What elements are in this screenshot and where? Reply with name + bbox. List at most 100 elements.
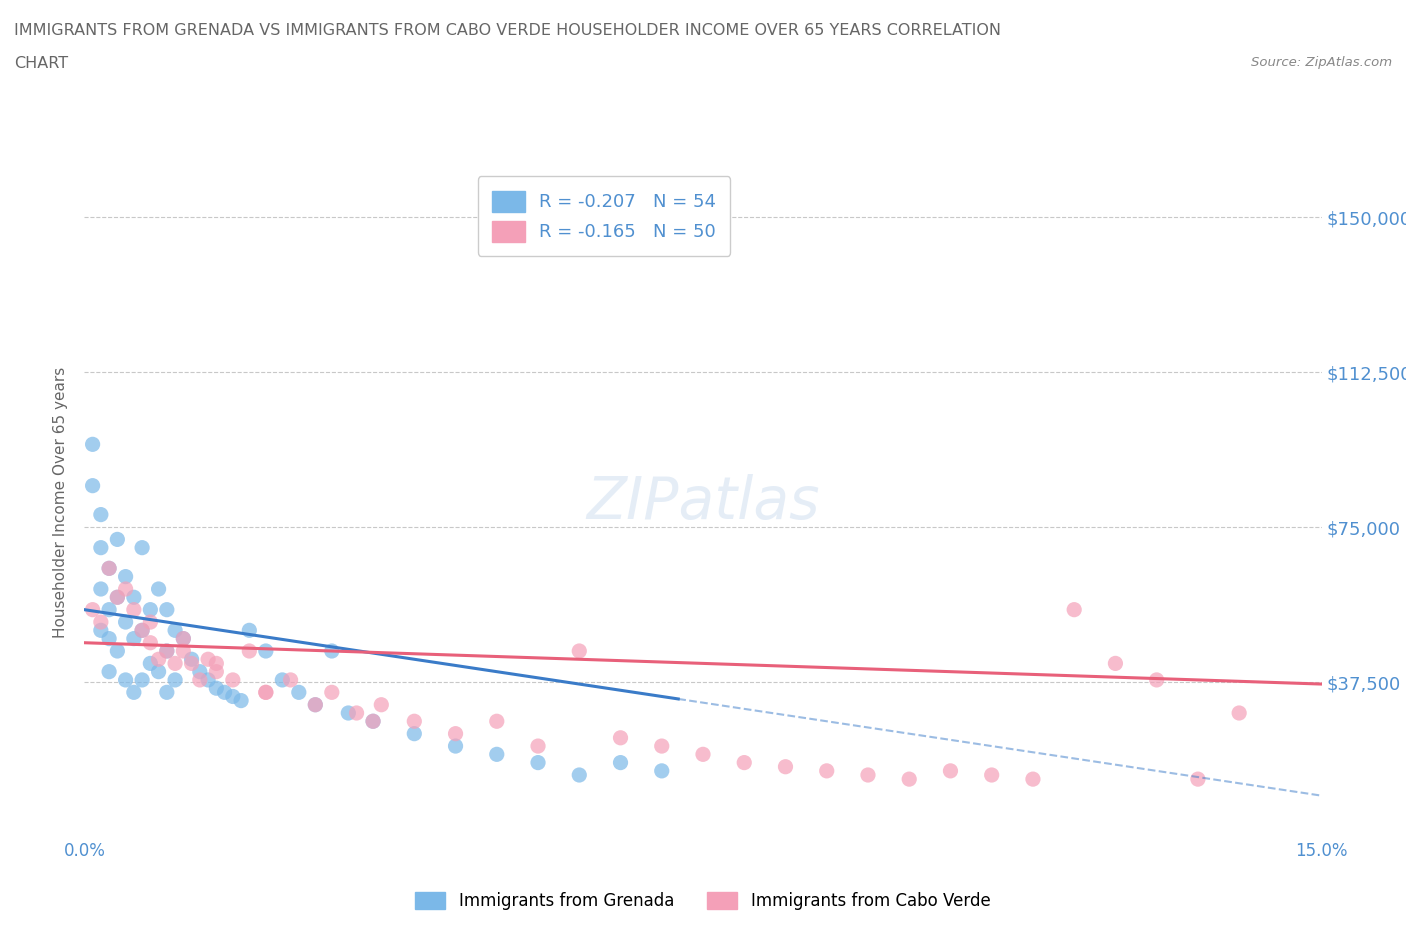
Point	[90, 623, 112, 638]
Point	[90, 581, 112, 596]
Point	[568, 767, 591, 782]
Point	[172, 631, 194, 646]
Point	[346, 706, 368, 721]
Point	[404, 714, 426, 729]
Point	[444, 738, 467, 753]
Point	[651, 738, 673, 753]
Point	[939, 764, 962, 778]
Point	[105, 644, 128, 658]
Point	[122, 684, 145, 699]
Point	[609, 730, 631, 745]
Point	[122, 590, 145, 604]
Point	[254, 684, 277, 699]
Point	[304, 698, 326, 712]
Point	[90, 615, 112, 630]
Point	[229, 693, 252, 708]
Point	[156, 644, 179, 658]
Point	[139, 603, 162, 618]
Point	[165, 656, 187, 671]
Point	[1022, 772, 1045, 787]
Point	[98, 603, 121, 618]
Point	[156, 603, 179, 618]
Point	[214, 684, 236, 699]
Point	[82, 478, 104, 493]
Point	[568, 644, 591, 658]
Point	[156, 644, 179, 658]
Point	[222, 672, 245, 687]
Point	[131, 540, 153, 555]
Point	[321, 644, 343, 658]
Point	[98, 561, 121, 576]
Point	[304, 698, 326, 712]
Point	[188, 672, 211, 687]
Point	[90, 540, 112, 555]
Point	[148, 581, 170, 596]
Point	[1227, 706, 1250, 721]
Point	[82, 437, 104, 452]
Point	[222, 689, 245, 704]
Point	[188, 664, 211, 679]
Point	[105, 590, 128, 604]
Point	[404, 726, 426, 741]
Point	[361, 714, 384, 729]
Point	[1063, 603, 1085, 618]
Legend: Immigrants from Grenada, Immigrants from Cabo Verde: Immigrants from Grenada, Immigrants from…	[409, 885, 997, 917]
Point	[139, 635, 162, 650]
Text: IMMIGRANTS FROM GRENADA VS IMMIGRANTS FROM CABO VERDE HOUSEHOLDER INCOME OVER 65: IMMIGRANTS FROM GRENADA VS IMMIGRANTS FR…	[14, 23, 1001, 38]
Point	[238, 644, 260, 658]
Point	[205, 681, 228, 696]
Point	[131, 623, 153, 638]
Point	[775, 759, 797, 774]
Point	[114, 672, 136, 687]
Point	[370, 698, 392, 712]
Point	[733, 755, 755, 770]
Point	[180, 652, 202, 667]
Text: Source: ZipAtlas.com: Source: ZipAtlas.com	[1251, 56, 1392, 69]
Point	[815, 764, 838, 778]
Point	[148, 652, 170, 667]
Text: CHART: CHART	[14, 56, 67, 71]
Point	[139, 615, 162, 630]
Point	[165, 623, 187, 638]
Point	[197, 652, 219, 667]
Point	[254, 644, 277, 658]
Point	[156, 684, 179, 699]
Point	[205, 664, 228, 679]
Point	[1104, 656, 1126, 671]
Point	[856, 767, 879, 782]
Point	[105, 590, 128, 604]
Point	[197, 672, 219, 687]
Point	[105, 532, 128, 547]
Point	[527, 738, 550, 753]
Text: ZIPatlas: ZIPatlas	[586, 473, 820, 531]
Point	[90, 507, 112, 522]
Point	[485, 714, 508, 729]
Point	[1187, 772, 1209, 787]
Point	[98, 631, 121, 646]
Point	[131, 672, 153, 687]
Point	[82, 603, 104, 618]
Point	[165, 672, 187, 687]
Point	[692, 747, 714, 762]
Point	[172, 631, 194, 646]
Point	[337, 706, 360, 721]
Point	[280, 672, 302, 687]
Point	[527, 755, 550, 770]
Point	[361, 714, 384, 729]
Point	[114, 615, 136, 630]
Point	[1146, 672, 1168, 687]
Point	[122, 603, 145, 618]
Point	[898, 772, 921, 787]
Point	[321, 684, 343, 699]
Point	[122, 631, 145, 646]
Point	[254, 684, 277, 699]
Point	[980, 767, 1002, 782]
Point	[205, 656, 228, 671]
Point	[98, 561, 121, 576]
Point	[180, 656, 202, 671]
Point	[114, 569, 136, 584]
Y-axis label: Householder Income Over 65 years: Householder Income Over 65 years	[53, 366, 69, 638]
Point	[98, 664, 121, 679]
Legend: R = -0.207   N = 54, R = -0.165   N = 50: R = -0.207 N = 54, R = -0.165 N = 50	[478, 177, 731, 256]
Point	[238, 623, 260, 638]
